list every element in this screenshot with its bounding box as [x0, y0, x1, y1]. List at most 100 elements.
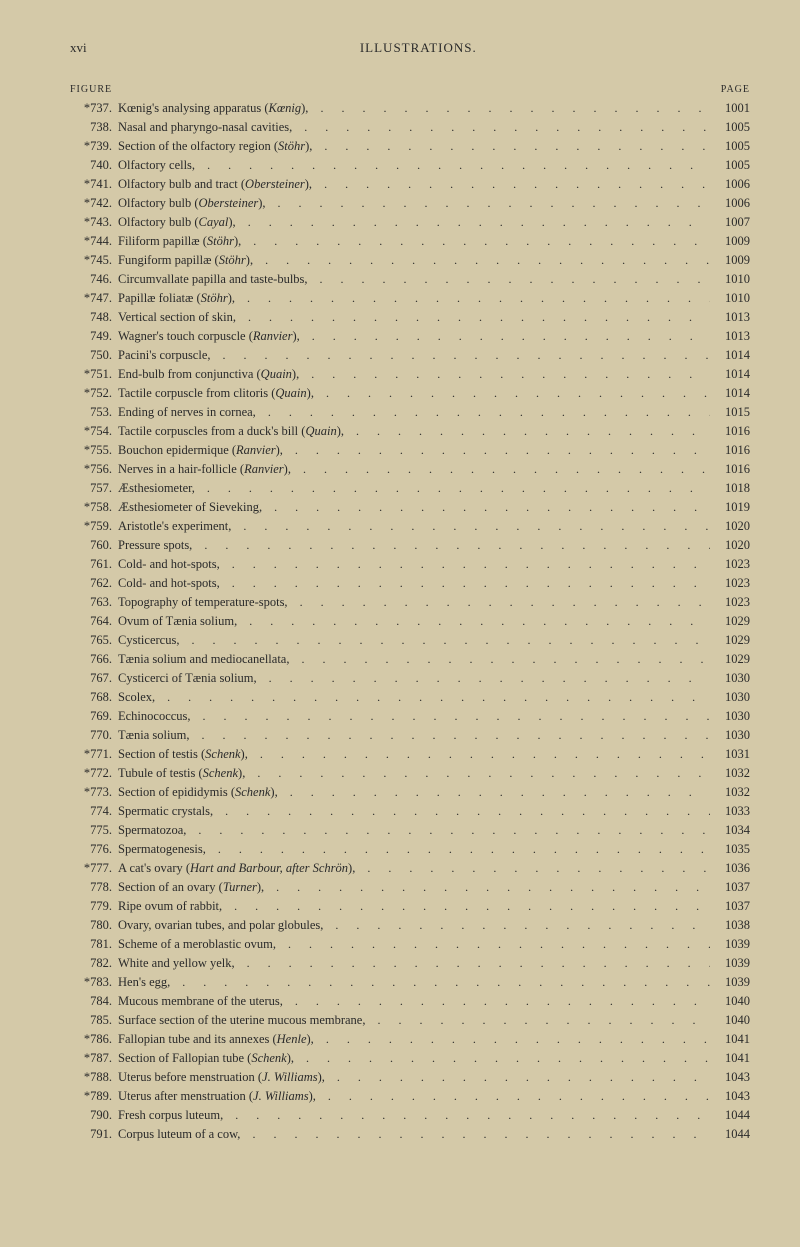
entry-text: Ripe ovum of rabbit, — [112, 897, 222, 916]
entry-text: Pacini's corpuscle, — [112, 346, 211, 365]
entry-text: Cysticerci of Tænia solium, — [112, 669, 257, 688]
entry-text: Wagner's touch corpuscle (Ranvier), — [112, 327, 300, 346]
leader-dots: ........................................… — [241, 232, 710, 250]
list-item: 780.Ovary, ovarian tubes, and polar glob… — [70, 916, 750, 935]
leader-dots: ........................................… — [292, 118, 710, 136]
entry-number: 784. — [70, 992, 112, 1011]
list-item: *745.Fungiform papillæ (Stöhr),.........… — [70, 251, 750, 270]
list-item: 774.Spermatic crystals,.................… — [70, 802, 750, 821]
entry-page: 1014 — [710, 365, 750, 384]
entry-page: 1001 — [710, 99, 750, 118]
entry-text: Echinococcus, — [112, 707, 191, 726]
entry-number: 762. — [70, 574, 112, 593]
list-item: *783.Hen's egg,.........................… — [70, 973, 750, 992]
leader-dots: ........................................… — [220, 555, 710, 573]
entry-page: 1044 — [710, 1125, 750, 1144]
leader-dots: ........................................… — [266, 194, 710, 212]
leader-dots: ........................................… — [206, 840, 710, 858]
entry-page: 1009 — [710, 232, 750, 251]
entry-text: Section of Fallopian tube (Schenk), — [112, 1049, 294, 1068]
entry-page: 1029 — [710, 612, 750, 631]
leader-dots: ........................................… — [220, 574, 710, 592]
page-column-header: PAGE — [721, 84, 750, 95]
entry-number: *737. — [70, 99, 112, 118]
entry-number: *789. — [70, 1087, 112, 1106]
entry-number: 770. — [70, 726, 112, 745]
list-item: *772.Tubule of testis (Schenk),.........… — [70, 764, 750, 783]
page-number: xvi — [70, 40, 87, 56]
entry-text: Cold- and hot-spots, — [112, 574, 220, 593]
entry-number: 767. — [70, 669, 112, 688]
entry-text: Fallopian tube and its annexes (Henle), — [112, 1030, 314, 1049]
entry-page: 1037 — [710, 897, 750, 916]
entry-page: 1041 — [710, 1030, 750, 1049]
entry-number: *759. — [70, 517, 112, 536]
entry-text: Mucous membrane of the uterus, — [112, 992, 283, 1011]
list-item: 757.Æsthesiometer,......................… — [70, 479, 750, 498]
entry-number: 765. — [70, 631, 112, 650]
entry-number: 746. — [70, 270, 112, 289]
entries-list: *737.Kœnig's analysing apparatus (Kœnig)… — [70, 99, 750, 1144]
entry-number: *786. — [70, 1030, 112, 1049]
entry-page: 1016 — [710, 422, 750, 441]
entry-text: Æsthesiometer, — [112, 479, 195, 498]
list-item: *787.Section of Fallopian tube (Schenk),… — [70, 1049, 750, 1068]
entry-text: Bouchon epidermique (Ranvier), — [112, 441, 283, 460]
leader-dots: ........................................… — [288, 593, 710, 611]
leader-dots: ........................................… — [192, 536, 710, 554]
leader-dots: ........................................… — [191, 707, 710, 725]
entry-number: 769. — [70, 707, 112, 726]
entry-page: 1023 — [710, 593, 750, 612]
entry-text: Section of testis (Schenk), — [112, 745, 248, 764]
entry-text: Tactile corpuscles from a duck's bill (Q… — [112, 422, 344, 441]
entry-number: 774. — [70, 802, 112, 821]
leader-dots: ........................................… — [235, 289, 710, 307]
entry-page: 1020 — [710, 536, 750, 555]
list-item: 770.Tænia solium,.......................… — [70, 726, 750, 745]
entry-number: *777. — [70, 859, 112, 878]
entry-page: 1030 — [710, 669, 750, 688]
entry-number: *783. — [70, 973, 112, 992]
leader-dots: ........................................… — [289, 650, 710, 668]
column-headers: FIGURE PAGE — [70, 84, 750, 95]
entry-number: 761. — [70, 555, 112, 574]
entry-page: 1016 — [710, 460, 750, 479]
entry-number: 791. — [70, 1125, 112, 1144]
entry-page: 1016 — [710, 441, 750, 460]
entry-text: Filiform papillæ (Stöhr), — [112, 232, 241, 251]
entry-page: 1005 — [710, 118, 750, 137]
leader-dots: ........................................… — [264, 878, 710, 896]
leader-dots: ........................................… — [236, 308, 710, 326]
leader-dots: ........................................… — [262, 498, 710, 516]
leader-dots: ........................................… — [236, 213, 710, 231]
list-item: 749.Wagner's touch corpuscle (Ranvier),.… — [70, 327, 750, 346]
entry-page: 1041 — [710, 1049, 750, 1068]
entry-number: *771. — [70, 745, 112, 764]
entry-number: *788. — [70, 1068, 112, 1087]
leader-dots: ........................................… — [170, 973, 710, 991]
entry-number: 766. — [70, 650, 112, 669]
entry-number: 775. — [70, 821, 112, 840]
leader-dots: ........................................… — [155, 688, 710, 706]
list-item: 750.Pacini's corpuscle,.................… — [70, 346, 750, 365]
leader-dots: ........................................… — [314, 384, 710, 402]
list-item: 760.Pressure spots,.....................… — [70, 536, 750, 555]
list-item: 766.Tænia solium and mediocanellata,....… — [70, 650, 750, 669]
entry-page: 1013 — [710, 327, 750, 346]
entry-text: Olfactory bulb (Obersteiner), — [112, 194, 266, 213]
entry-text: Scheme of a meroblastic ovum, — [112, 935, 276, 954]
list-item: *737.Kœnig's analysing apparatus (Kœnig)… — [70, 99, 750, 118]
entry-number: *741. — [70, 175, 112, 194]
entry-number: *744. — [70, 232, 112, 251]
list-item: 781.Scheme of a meroblastic ovum,.......… — [70, 935, 750, 954]
entry-number: *742. — [70, 194, 112, 213]
leader-dots: ........................................… — [257, 669, 710, 687]
list-item: 791.Corpus luteum of a cow,.............… — [70, 1125, 750, 1144]
list-item: 784.Mucous membrane of the uterus,......… — [70, 992, 750, 1011]
list-item: *786.Fallopian tube and its annexes (Hen… — [70, 1030, 750, 1049]
entry-page: 1010 — [710, 289, 750, 308]
entry-page: 1019 — [710, 498, 750, 517]
list-item: 762.Cold- and hot-spots,................… — [70, 574, 750, 593]
entry-page: 1039 — [710, 954, 750, 973]
list-item: *788.Uterus before menstruation (J. Will… — [70, 1068, 750, 1087]
